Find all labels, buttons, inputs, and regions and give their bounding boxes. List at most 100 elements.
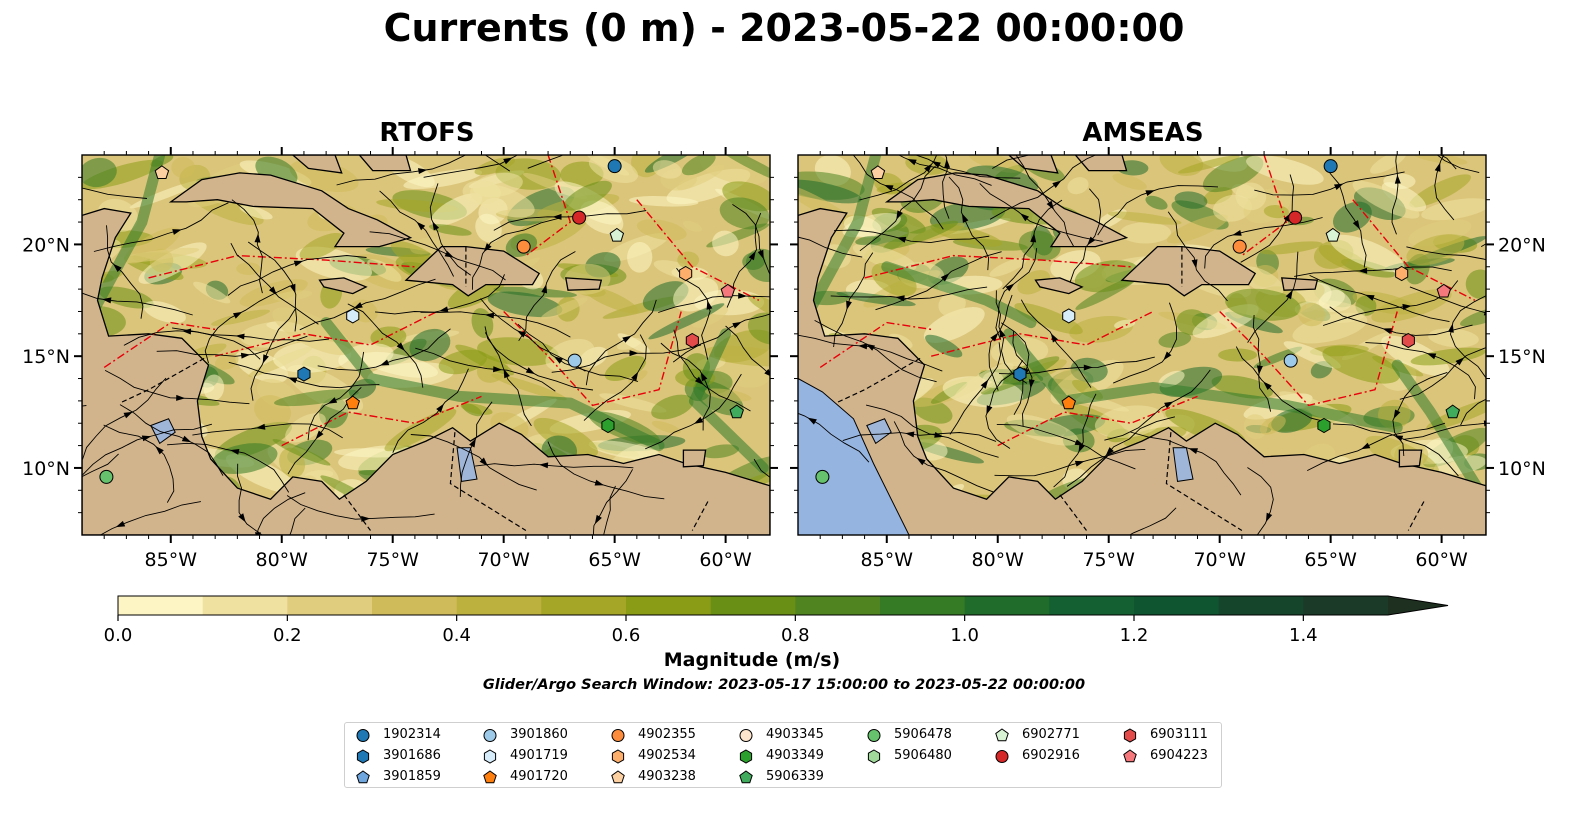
current-jet (320, 317, 665, 452)
streamline (1309, 274, 1450, 323)
streamline (103, 424, 175, 503)
streamline-arrow (123, 411, 133, 419)
legend-entry-4903238: 4903238 (610, 767, 696, 787)
eez-boundary (1352, 199, 1476, 301)
colorbar-segment (118, 596, 204, 615)
streamline (1365, 342, 1476, 400)
streamline (1066, 416, 1176, 487)
legend-label: 3901686 (383, 748, 441, 763)
colorbar-tick-label: 1.2 (1120, 625, 1149, 646)
legend-marker (739, 769, 753, 783)
streamline-arrow (353, 302, 363, 309)
streamline-arrow (1164, 401, 1174, 409)
streamline (1329, 172, 1367, 268)
streamline-arrow (1263, 381, 1272, 390)
streamline-arrow (1145, 190, 1155, 196)
streamline-arrow (553, 356, 563, 364)
streamline (493, 210, 647, 231)
circle-marker-icon (611, 728, 625, 742)
streamline (979, 183, 1103, 242)
streamline-arrow (484, 312, 495, 319)
streamline-arrow (0, 406, 2, 412)
legend-marker (356, 748, 370, 764)
eez-boundary (864, 254, 1131, 279)
streamline (994, 448, 1146, 477)
streamline-arrow (233, 311, 243, 319)
streamline (814, 320, 937, 383)
land-mass (358, 155, 412, 172)
search-window-text: Glider/Argo Search Window: 2023-05-17 15… (482, 677, 1086, 693)
colorbar-segment (372, 596, 458, 615)
legend-entry-4903345: 4903345 (738, 725, 824, 745)
legend-label: 5906339 (766, 769, 824, 784)
streamline-arrow (238, 513, 246, 523)
streamline (106, 225, 144, 319)
streamline (551, 344, 702, 373)
map-panel-amseas: 85°W 80°W 75°W 70°W 65°W 60°W 10°N 15°N 20°N (776, 147, 1546, 571)
current-jet (881, 261, 1037, 329)
streamline (1130, 431, 1242, 496)
streamline-arrow (776, 232, 785, 238)
streamline-arrow (289, 283, 296, 294)
pacific-ocean (798, 377, 910, 535)
streamline (1436, 155, 1480, 174)
x-tick-label: 75°W (1082, 549, 1135, 571)
streamline-arrow (479, 457, 488, 467)
streamline (914, 155, 1021, 179)
pentagon-marker-icon (611, 769, 625, 783)
float-marker-4902355 (516, 239, 531, 254)
legend-marker (995, 727, 1009, 741)
streamline (299, 278, 436, 331)
streamline (942, 155, 950, 219)
x-tick-label: 80°W (256, 549, 309, 571)
streamline (1128, 507, 1177, 535)
streamline-arrow (594, 514, 602, 525)
streamline (1460, 398, 1486, 426)
legend-label: 4903238 (638, 769, 696, 784)
streamline-arrow (1393, 409, 1401, 419)
streamline (1247, 467, 1274, 535)
y-tick-label: 20°N (1498, 234, 1546, 256)
float-marker-6904223 (1436, 283, 1452, 298)
eez-boundary (103, 321, 216, 368)
streamline-arrow (1285, 289, 1293, 300)
streamline (1015, 155, 1074, 247)
streamline (732, 204, 770, 276)
streamline (1235, 346, 1330, 424)
streamline (676, 267, 711, 360)
streamline-arrow (418, 168, 428, 174)
streamline (1450, 295, 1486, 378)
streamline (156, 335, 308, 357)
streamline-arrow (172, 229, 182, 235)
streamline-arrow (1005, 283, 1015, 292)
streamline-arrow (435, 136, 444, 142)
streamline-arrow (807, 417, 817, 425)
streamline-arrow (539, 462, 549, 469)
streamline (833, 229, 990, 244)
float-marker-3901860 (1283, 353, 1298, 368)
streamline (1391, 155, 1399, 235)
streamline-arrow (141, 435, 152, 442)
streamline-arrow (379, 359, 390, 366)
streamline (1097, 185, 1219, 236)
legend-label: 3901860 (510, 727, 568, 742)
lake (150, 418, 176, 445)
streamline (82, 377, 167, 460)
float-marker-4903238 (154, 165, 170, 179)
float-marker-6904223 (720, 283, 736, 298)
x-tick-label: 60°W (1415, 549, 1468, 571)
streamline (204, 285, 291, 364)
streamline-arrow (944, 158, 951, 169)
eez-boundary (148, 254, 415, 279)
streamline (484, 155, 511, 172)
land-mass (565, 277, 603, 291)
pentagon-marker-icon (995, 727, 1009, 741)
land-mass (1281, 277, 1319, 291)
streamline-arrow (1087, 236, 1096, 246)
streamline-arrow (1256, 365, 1263, 375)
streamline-arrow (896, 210, 903, 220)
x-tick-label: 65°W (588, 549, 641, 571)
streamline (1332, 423, 1459, 477)
current-jet (803, 155, 882, 317)
streamline (82, 187, 148, 199)
